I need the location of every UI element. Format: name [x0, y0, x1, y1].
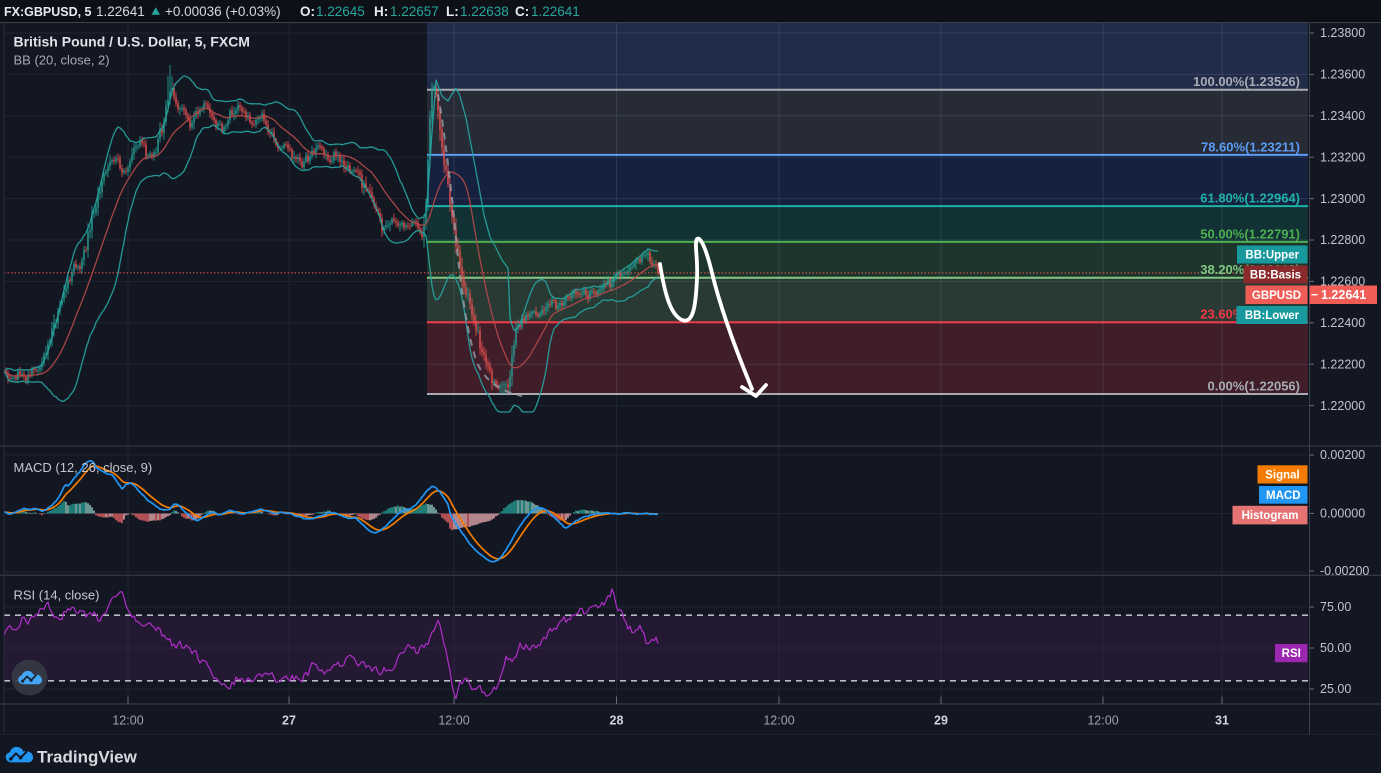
- svg-text:1.23600: 1.23600: [1320, 68, 1365, 82]
- svg-text:1.22600: 1.22600: [1320, 275, 1365, 289]
- svg-text:O:: O:: [300, 4, 315, 19]
- svg-text:50.00%(1.22791): 50.00%(1.22791): [1200, 226, 1300, 241]
- svg-text:Histogram: Histogram: [1242, 510, 1299, 522]
- svg-text:12:00: 12:00: [763, 714, 794, 728]
- svg-text:-0.00200: -0.00200: [1320, 564, 1369, 578]
- svg-text:1.22800: 1.22800: [1320, 233, 1365, 247]
- svg-text:0.00%(1.22056): 0.00%(1.22056): [1207, 379, 1300, 394]
- svg-text:Signal: Signal: [1265, 469, 1300, 481]
- svg-text:31: 31: [1215, 714, 1229, 728]
- svg-text:1.22000: 1.22000: [1320, 399, 1365, 413]
- svg-text:TradingView: TradingView: [37, 748, 138, 767]
- svg-text:75.00: 75.00: [1320, 600, 1351, 614]
- svg-text:BB:Lower: BB:Lower: [1245, 310, 1300, 322]
- svg-text:50.00: 50.00: [1320, 641, 1351, 655]
- svg-text:61.80%(1.22964): 61.80%(1.22964): [1200, 191, 1300, 206]
- svg-text:1.23000: 1.23000: [1320, 192, 1365, 206]
- svg-text:1.22641: 1.22641: [531, 4, 580, 19]
- svg-text:25.00: 25.00: [1320, 682, 1351, 696]
- svg-text:British Pound / U.S. Dollar, 5: British Pound / U.S. Dollar, 5, FXCM: [14, 34, 250, 50]
- svg-text:+0.00036 (+0.03%): +0.00036 (+0.03%): [165, 4, 281, 19]
- svg-text:78.60%(1.23211): 78.60%(1.23211): [1201, 139, 1300, 154]
- svg-text:12:00: 12:00: [1087, 714, 1118, 728]
- svg-text:12:00: 12:00: [438, 714, 469, 728]
- svg-text:12:00: 12:00: [112, 714, 143, 728]
- svg-text:C:: C:: [515, 4, 529, 19]
- svg-text:GBPUSD: GBPUSD: [1252, 290, 1301, 302]
- svg-text:H:: H:: [374, 4, 388, 19]
- svg-text:1.23400: 1.23400: [1320, 109, 1365, 123]
- svg-text:29: 29: [934, 714, 948, 728]
- svg-text:27: 27: [282, 714, 296, 728]
- svg-text:1.22200: 1.22200: [1320, 357, 1365, 371]
- svg-text:1.23200: 1.23200: [1320, 150, 1365, 164]
- svg-text:RSI (14, close): RSI (14, close): [14, 588, 100, 603]
- svg-text:1.22657: 1.22657: [390, 4, 439, 19]
- svg-text:FX:GBPUSD, 5: FX:GBPUSD, 5: [4, 5, 92, 19]
- svg-text:1.22641: 1.22641: [96, 4, 145, 19]
- svg-text:L:: L:: [446, 4, 459, 19]
- svg-text:MACD (12, 26, close, 9): MACD (12, 26, close, 9): [14, 460, 153, 475]
- svg-text:BB:Upper: BB:Upper: [1245, 250, 1299, 262]
- svg-text:MACD: MACD: [1266, 490, 1301, 502]
- svg-text:1.22400: 1.22400: [1320, 316, 1365, 330]
- svg-text:28: 28: [610, 714, 624, 728]
- svg-text:BB:Basis: BB:Basis: [1250, 270, 1301, 282]
- svg-text:1.22645: 1.22645: [316, 4, 365, 19]
- svg-text:1.22638: 1.22638: [460, 4, 509, 19]
- svg-text:1.22641: 1.22641: [1321, 288, 1366, 302]
- svg-text:0.00000: 0.00000: [1320, 507, 1365, 521]
- svg-text:100.00%(1.23526): 100.00%(1.23526): [1193, 74, 1300, 89]
- svg-text:1.23800: 1.23800: [1320, 26, 1365, 40]
- svg-text:0.00200: 0.00200: [1320, 448, 1365, 462]
- svg-text:BB (20, close, 2): BB (20, close, 2): [14, 53, 110, 68]
- svg-text:RSI: RSI: [1282, 648, 1301, 660]
